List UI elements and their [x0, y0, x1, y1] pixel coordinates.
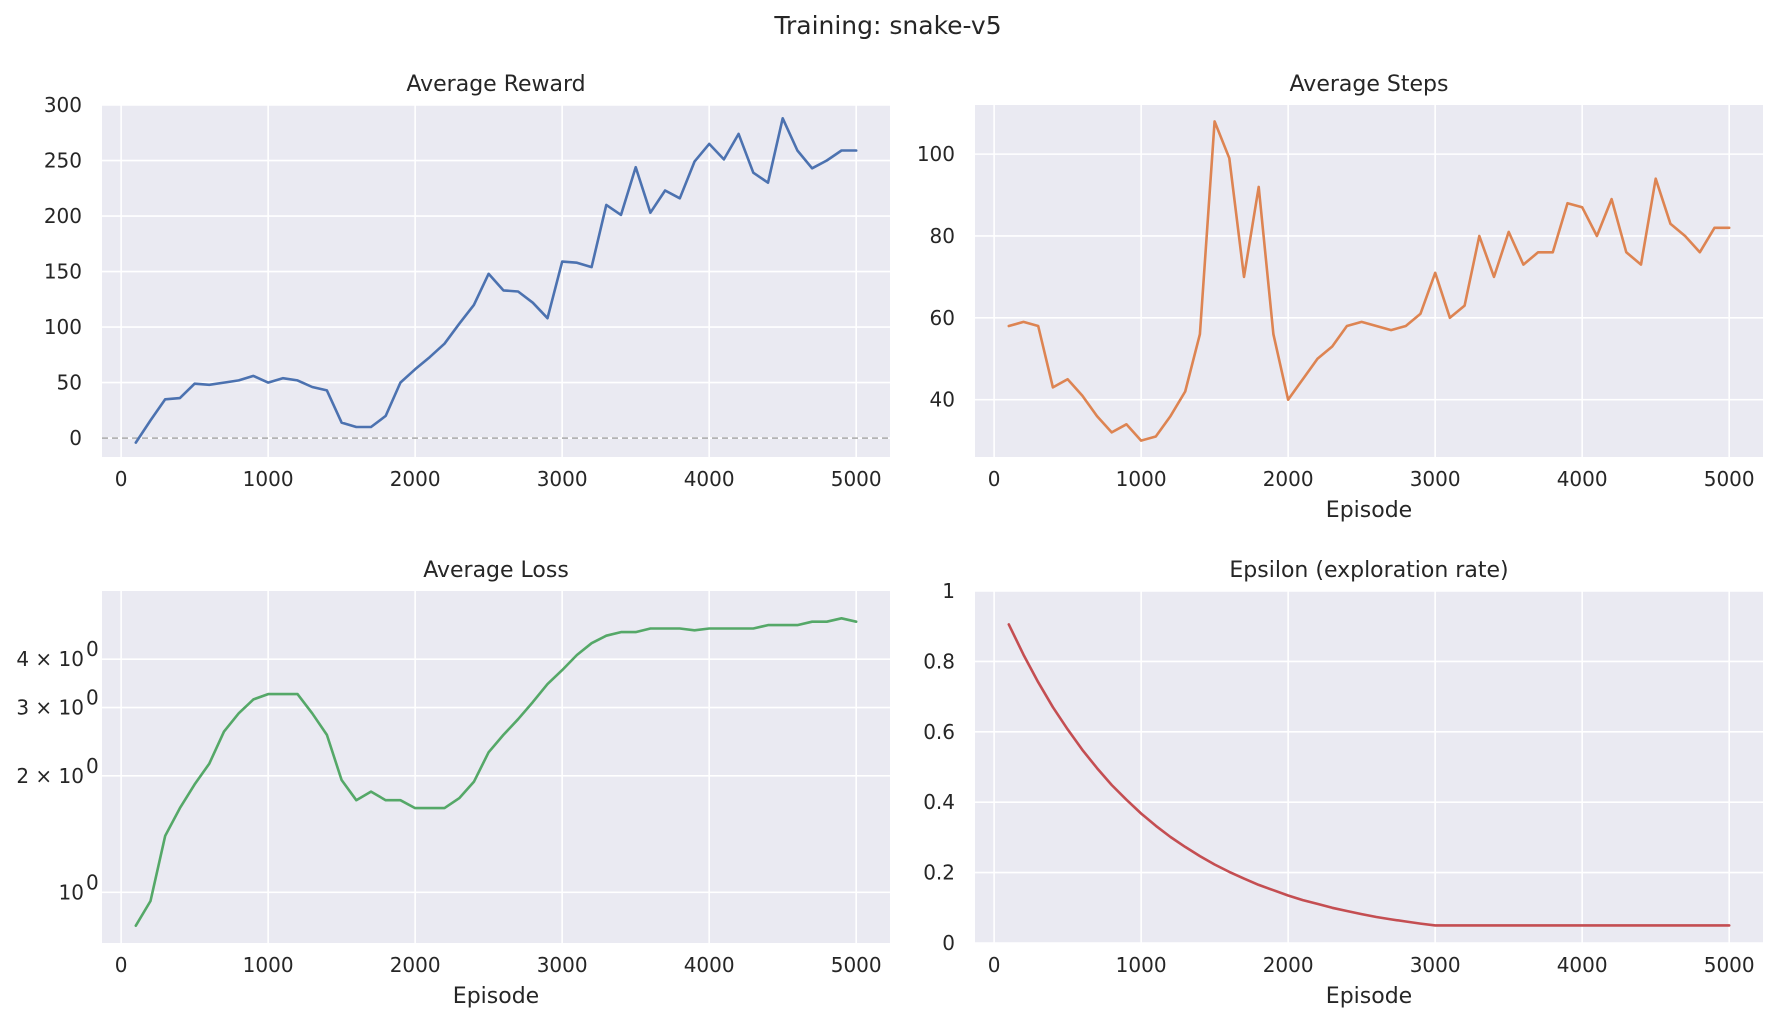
y-tick-label: 0.6 [923, 720, 955, 744]
y-tick-label: 0 [69, 426, 82, 450]
x-tick-label: 0 [988, 467, 1001, 491]
epsilon-panel: Epsilon (exploration rate) 0 1000 2000 3000 4… [923, 558, 1763, 1009]
x-tick-label: 1000 [243, 467, 294, 491]
x-tick-label: 2000 [1263, 953, 1314, 977]
x-tick-label: 4000 [684, 953, 735, 977]
x-tick-label: 4000 [684, 467, 735, 491]
series-line [1007, 623, 1731, 927]
x-tick-label: 1000 [243, 953, 294, 977]
series-line [134, 117, 858, 444]
x-tick-label: 1000 [1116, 467, 1167, 491]
y-tick-label: 40 [930, 388, 955, 412]
y-tick-exponent: 0 [86, 870, 99, 894]
average-steps-panel: Average Steps 0 1000 2000 3000 4000 5000 40 60 80… [917, 72, 1763, 523]
plot-area [975, 105, 1763, 457]
y-tick-exponent: 0 [86, 686, 99, 710]
x-tick-label: 0 [115, 953, 128, 977]
x-tick-label: 2000 [390, 953, 441, 977]
plot-area [975, 591, 1763, 943]
x-axis-label: Episode [1326, 498, 1412, 523]
y-tick-label: 0.8 [923, 649, 955, 673]
x-tick-label: 4000 [1557, 953, 1608, 977]
y-tick-label: 200 [44, 204, 82, 228]
y-tick-label: 10 [59, 880, 84, 904]
x-tick-label: 2000 [1263, 467, 1314, 491]
x-tick-label: 1000 [1116, 953, 1167, 977]
average-reward-panel: Average Reward 0 1000 2000 3000 4000 5000 0 50 10… [44, 72, 890, 491]
plot-area [102, 591, 890, 943]
panel-title: Average Reward [406, 72, 585, 97]
y-tick-label: 80 [930, 224, 955, 248]
x-tick-label: 3000 [537, 953, 588, 977]
x-tick-label: 5000 [1704, 953, 1755, 977]
x-tick-label: 3000 [1410, 953, 1461, 977]
x-tick-label: 5000 [831, 953, 882, 977]
y-tick-label: 1 [942, 579, 955, 603]
panel-title: Epsilon (exploration rate) [1229, 558, 1508, 583]
x-axis-label: Episode [1326, 984, 1412, 1009]
y-tick-label: 0 [942, 931, 955, 955]
y-tick-label: 100 [44, 315, 82, 339]
figure-title: Training: snake-v5 [773, 11, 1001, 40]
y-tick-label: 2 × 10 [16, 764, 84, 788]
y-tick-label: 250 [44, 149, 82, 173]
y-tick-label: 0.2 [923, 861, 955, 885]
x-tick-label: 5000 [831, 467, 882, 491]
y-tick-label: 100 [917, 142, 955, 166]
x-tick-label: 0 [115, 467, 128, 491]
panel-title: Average Steps [1290, 72, 1449, 97]
y-tick-label: 4 × 10 [16, 647, 84, 671]
series-line [1007, 120, 1731, 442]
x-tick-label: 2000 [390, 467, 441, 491]
y-tick-label: 60 [930, 306, 955, 330]
x-tick-label: 0 [988, 953, 1001, 977]
y-tick-label: 3 × 10 [16, 696, 84, 720]
y-tick-exponent: 0 [86, 754, 99, 778]
x-tick-label: 3000 [1410, 467, 1461, 491]
panel-title: Average Loss [423, 558, 569, 583]
y-tick-label: 300 [44, 93, 82, 117]
y-tick-exponent: 0 [86, 637, 99, 661]
y-tick-label: 50 [57, 371, 82, 395]
x-tick-label: 5000 [1704, 467, 1755, 491]
y-tick-label: 0.4 [923, 790, 955, 814]
x-tick-label: 4000 [1557, 467, 1608, 491]
x-tick-label: 3000 [537, 467, 588, 491]
series-line [134, 616, 858, 928]
y-tick-label: 150 [44, 260, 82, 284]
x-axis-label: Episode [453, 984, 539, 1009]
